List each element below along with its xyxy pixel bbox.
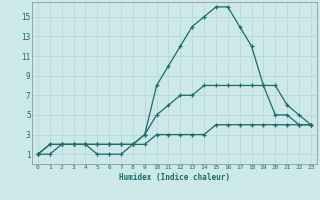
X-axis label: Humidex (Indice chaleur): Humidex (Indice chaleur) <box>119 173 230 182</box>
